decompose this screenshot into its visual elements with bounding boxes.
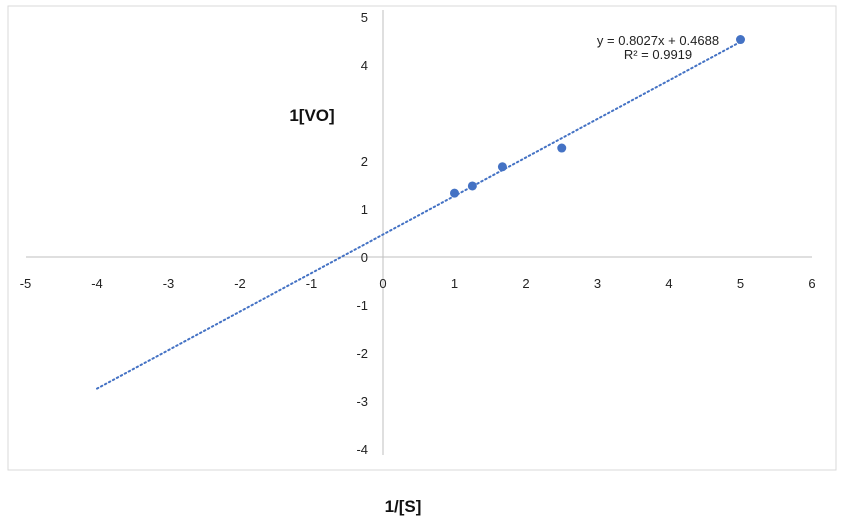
- y-axis-title: 1[VO]: [289, 106, 334, 125]
- y-tick-label: 5: [361, 10, 368, 25]
- trendline: [96, 40, 742, 390]
- r2-label: R² = 0.9919: [624, 47, 692, 62]
- x-tick-label: 2: [522, 276, 529, 291]
- x-tick-label: 6: [808, 276, 815, 291]
- x-tick-label: -5: [20, 276, 32, 291]
- x-tick-label: -4: [91, 276, 103, 291]
- y-tick-label: -4: [356, 442, 368, 457]
- data-point: [450, 188, 459, 198]
- y-tick-label: -2: [356, 346, 368, 361]
- x-tick-label: 3: [594, 276, 601, 291]
- data-point: [467, 181, 477, 191]
- equation-label: y = 0.8027x + 0.4688: [597, 33, 719, 48]
- y-tick-label: -3: [356, 394, 368, 409]
- y-tick-label: 1: [361, 202, 368, 217]
- y-tick-label: 2: [361, 154, 368, 169]
- x-tick-label: 4: [665, 276, 672, 291]
- x-axis-title: 1/[S]: [385, 497, 422, 516]
- x-tick-label: 0: [379, 276, 386, 291]
- x-tick-label: 1: [451, 276, 458, 291]
- y-tick-label: -1: [356, 298, 368, 313]
- data-point: [736, 35, 745, 45]
- x-tick-label: -2: [234, 276, 246, 291]
- y-tick-label: 4: [361, 58, 368, 73]
- plot-frame: [7, 5, 837, 471]
- x-tick-label: 5: [737, 276, 744, 291]
- x-tick-label: -3: [163, 276, 175, 291]
- y-tick-label: 0: [361, 250, 368, 265]
- data-point: [557, 143, 567, 153]
- data-point: [497, 162, 507, 172]
- x-tick-label: -1: [306, 276, 318, 291]
